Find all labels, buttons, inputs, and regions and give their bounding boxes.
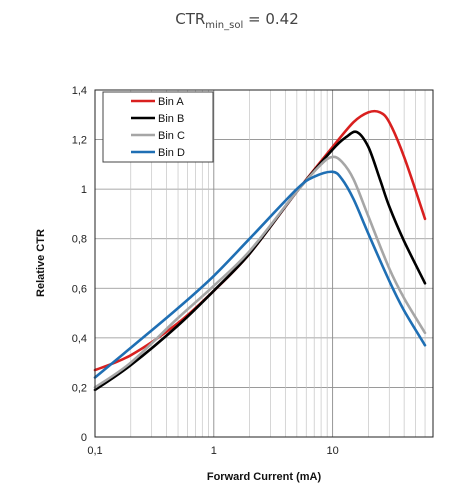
chart-title: CTRmin_sol = 0.42 bbox=[175, 10, 299, 31]
series-lines bbox=[93, 109, 427, 392]
y-tick-label: 0,2 bbox=[72, 382, 87, 394]
x-tick-label: 10 bbox=[326, 445, 338, 457]
y-tick-label: 0,4 bbox=[72, 333, 87, 345]
legend-label: Bin B bbox=[158, 113, 184, 125]
x-tick-label: 1 bbox=[211, 445, 217, 457]
plot-area-border bbox=[94, 89, 434, 438]
series-line-bin-c bbox=[93, 155, 427, 389]
y-tick-label: 1 bbox=[81, 184, 87, 196]
y-tick-label: 1,2 bbox=[72, 135, 87, 147]
legend-label: Bin C bbox=[158, 130, 185, 142]
legend-label: Bin D bbox=[158, 147, 185, 159]
series-line-bin-d bbox=[93, 170, 427, 379]
legend-label: Bin A bbox=[158, 96, 184, 108]
series-line-bin-a bbox=[93, 109, 427, 372]
y-tick-label: 0 bbox=[81, 432, 87, 444]
y-axis-label: Relative CTR bbox=[35, 229, 47, 297]
legend-box bbox=[102, 91, 214, 163]
y-tick-label: 0,6 bbox=[72, 283, 87, 295]
x-tick-label: 0,1 bbox=[87, 445, 102, 457]
series-line-bin-b bbox=[93, 130, 427, 392]
y-tick-label: 0,8 bbox=[72, 234, 87, 246]
y-tick-label: 1,4 bbox=[72, 85, 87, 97]
x-axis-label: Forward Current (mA) bbox=[207, 471, 322, 483]
tick-labels: 0 0,2 0,4 0,6 0,8 1 1,2 1,4 0,1 1 10 bbox=[72, 85, 339, 457]
legend: Bin A Bin B Bin C Bin D bbox=[102, 91, 214, 163]
